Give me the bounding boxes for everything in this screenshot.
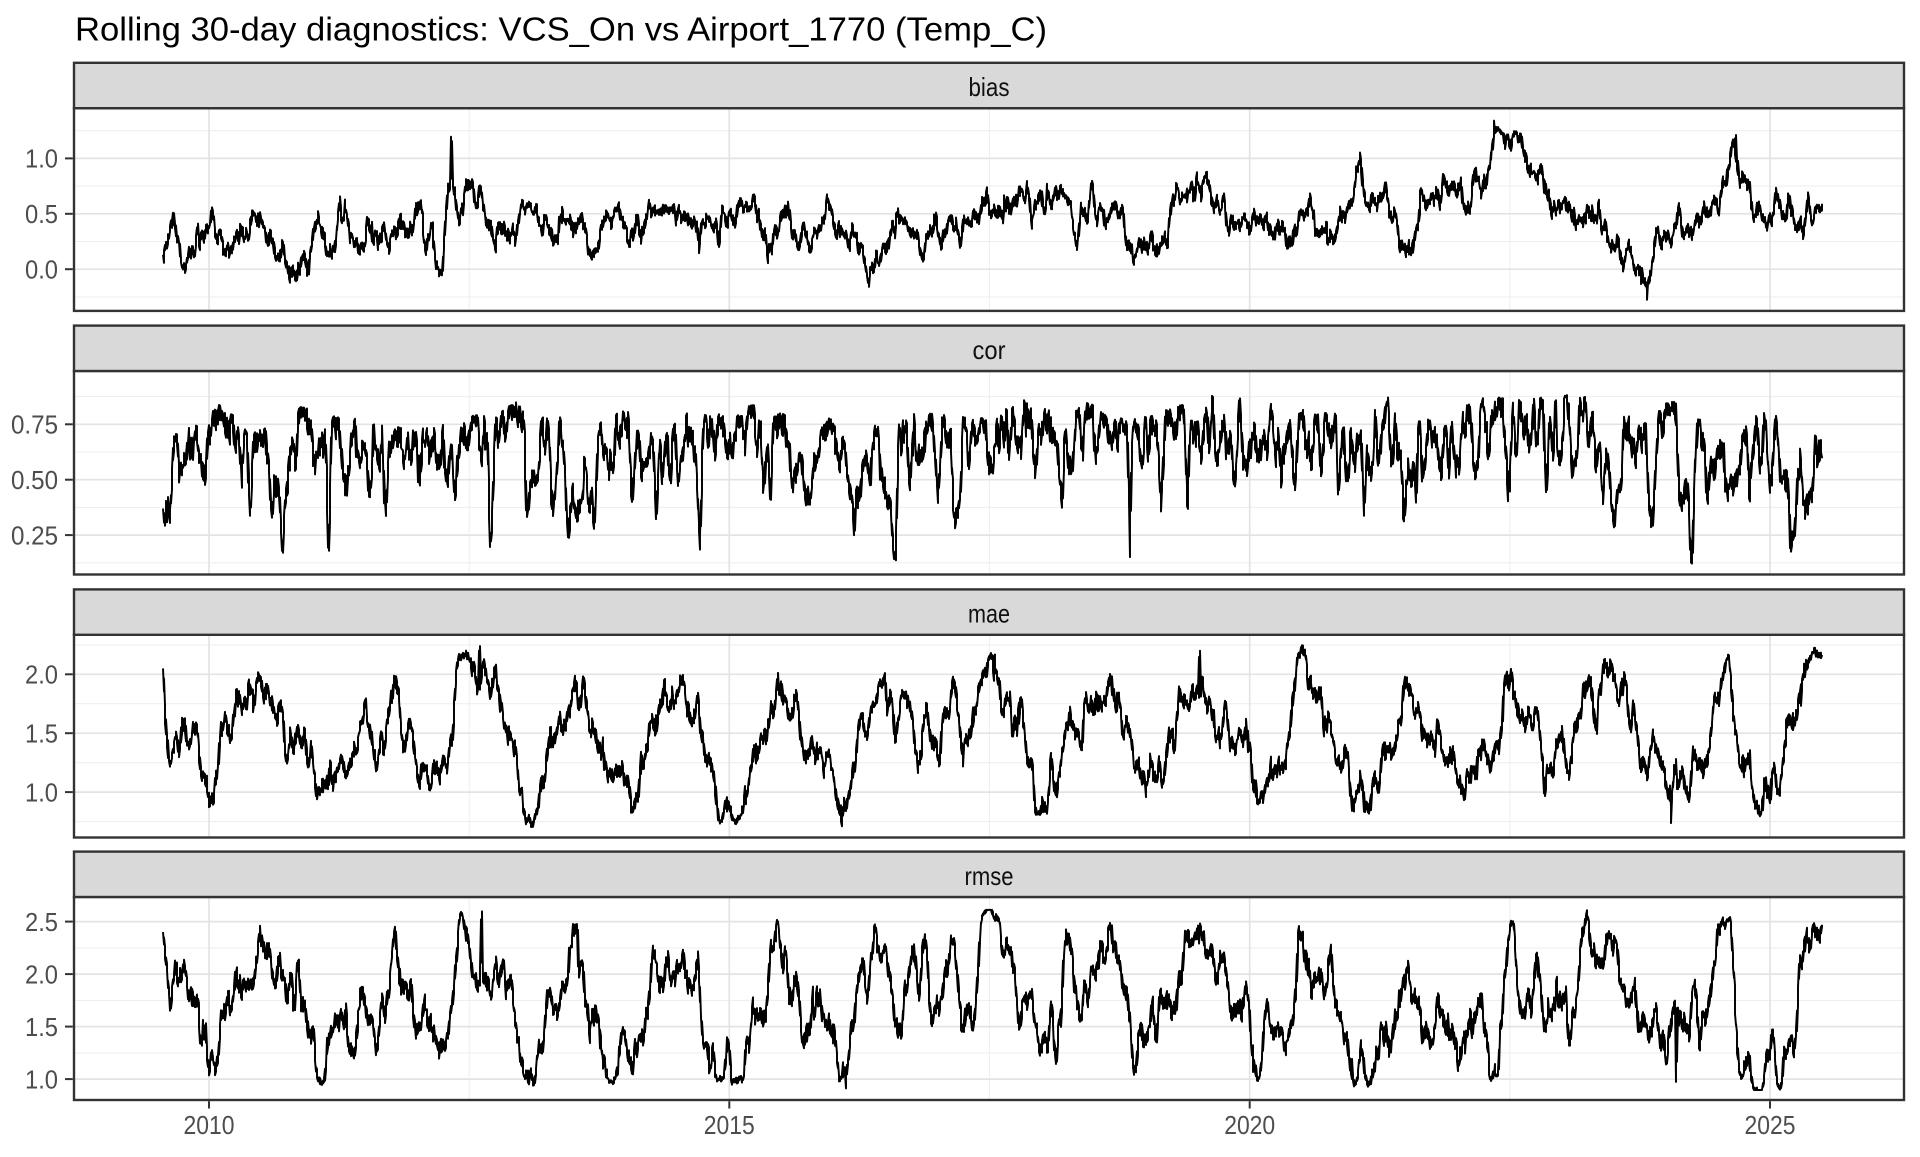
svg-text:0.75: 0.75 <box>11 410 58 440</box>
svg-text:2015: 2015 <box>704 1110 755 1140</box>
svg-text:0.50: 0.50 <box>11 465 58 495</box>
svg-text:0.5: 0.5 <box>25 199 58 229</box>
svg-text:2010: 2010 <box>184 1110 235 1140</box>
svg-text:1.5: 1.5 <box>25 719 58 749</box>
svg-text:Rolling 30-day diagnostics: VC: Rolling 30-day diagnostics: VCS_On vs Ai… <box>75 12 1047 49</box>
svg-text:2025: 2025 <box>1745 1110 1796 1140</box>
svg-text:bias: bias <box>969 72 1010 102</box>
svg-text:0.25: 0.25 <box>11 520 58 550</box>
svg-text:1.0: 1.0 <box>25 777 58 807</box>
svg-text:1.0: 1.0 <box>25 144 58 174</box>
svg-text:1.5: 1.5 <box>25 1012 58 1042</box>
svg-text:mae: mae <box>968 599 1010 629</box>
svg-text:2.0: 2.0 <box>25 660 58 690</box>
svg-text:0.0: 0.0 <box>25 255 58 285</box>
svg-text:1.0: 1.0 <box>25 1064 58 1094</box>
svg-text:2.0: 2.0 <box>25 959 58 989</box>
svg-text:2.5: 2.5 <box>25 907 58 937</box>
svg-text:2020: 2020 <box>1224 1110 1275 1140</box>
svg-text:cor: cor <box>973 335 1006 365</box>
svg-text:rmse: rmse <box>965 861 1014 891</box>
